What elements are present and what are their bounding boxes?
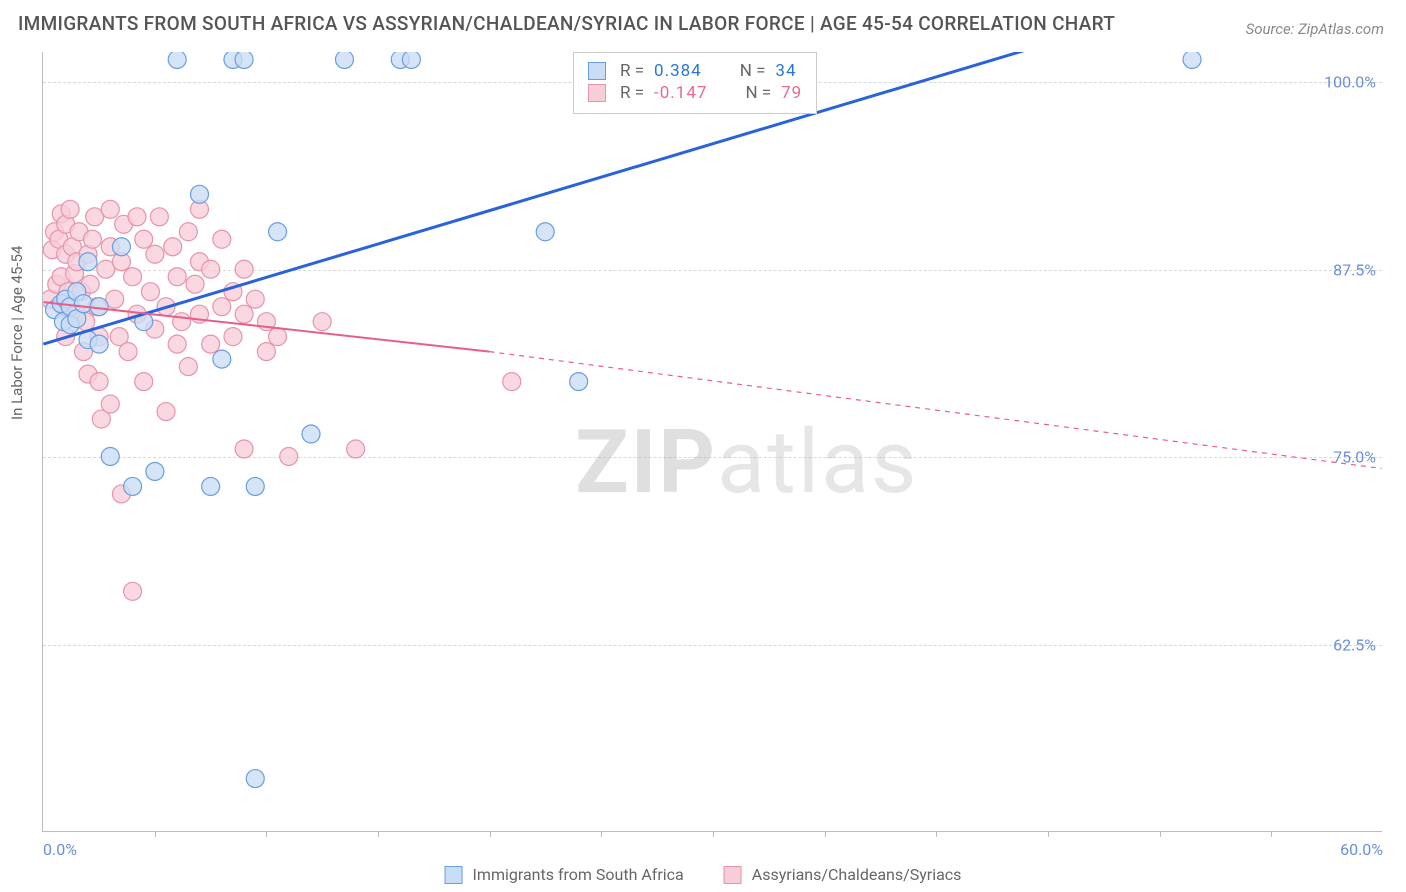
x-tick xyxy=(1160,831,1161,837)
x-tick-label: 0.0% xyxy=(43,840,77,859)
data-point xyxy=(146,462,164,480)
data-point xyxy=(213,350,231,368)
data-point xyxy=(173,313,191,331)
data-point xyxy=(179,358,197,376)
legend-row: R = -0.147 N = 79 xyxy=(588,83,802,103)
data-point xyxy=(128,208,146,226)
data-point xyxy=(75,295,93,313)
data-point xyxy=(280,447,298,465)
trend-line-extrapolated xyxy=(489,352,1381,469)
data-point xyxy=(536,223,554,241)
x-tick xyxy=(936,831,937,837)
x-tick xyxy=(1048,831,1049,837)
data-point xyxy=(119,343,137,361)
data-point xyxy=(202,260,220,278)
data-point xyxy=(135,373,153,391)
data-point xyxy=(101,200,119,218)
r-label: R = xyxy=(620,83,644,103)
n-value: 79 xyxy=(781,83,802,103)
x-tick xyxy=(266,831,267,837)
data-point xyxy=(269,328,287,346)
legend-item: Immigrants from South Africa xyxy=(445,865,684,884)
x-tick xyxy=(1271,831,1272,837)
scatter-plot: ZIPatlas R = 0.384 N = 34 R = -0.147 N =… xyxy=(42,52,1382,832)
legend-item: Assyrians/Chaldeans/Syriacs xyxy=(724,865,962,884)
source-attribution: Source: ZipAtlas.com xyxy=(1246,20,1384,38)
data-point xyxy=(124,582,142,600)
data-point xyxy=(213,230,231,248)
data-point xyxy=(246,477,264,495)
r-value: 0.384 xyxy=(654,61,702,81)
y-axis-label: In Labor Force | Age 45-54 xyxy=(8,246,26,420)
x-tick xyxy=(155,831,156,837)
legend-row: R = 0.384 N = 34 xyxy=(588,61,802,81)
data-point xyxy=(235,440,253,458)
data-point xyxy=(146,245,164,263)
data-point xyxy=(135,230,153,248)
legend-label: Assyrians/Chaldeans/Syriacs xyxy=(752,865,962,884)
data-point xyxy=(90,335,108,353)
data-point xyxy=(191,185,209,203)
x-tick xyxy=(825,831,826,837)
x-tick-label: 60.0% xyxy=(1340,840,1383,859)
data-point xyxy=(179,223,197,241)
data-point xyxy=(124,268,142,286)
data-point xyxy=(83,230,101,248)
data-point xyxy=(168,335,186,353)
swatch-icon xyxy=(588,84,606,102)
data-point xyxy=(257,343,275,361)
r-label: R = xyxy=(620,61,644,81)
n-label: N = xyxy=(745,83,771,103)
data-point xyxy=(101,395,119,413)
data-point xyxy=(79,253,97,271)
x-tick xyxy=(601,831,602,837)
data-point xyxy=(503,373,521,391)
x-tick xyxy=(490,831,491,837)
data-point xyxy=(202,335,220,353)
data-point xyxy=(246,770,264,788)
data-point xyxy=(157,403,175,421)
data-point xyxy=(246,290,264,308)
r-value: -0.147 xyxy=(654,83,707,103)
data-point xyxy=(168,52,186,68)
n-label: N = xyxy=(740,61,766,81)
chart-title: IMMIGRANTS FROM SOUTH AFRICA VS ASSYRIAN… xyxy=(18,12,1115,35)
data-point xyxy=(269,223,287,241)
x-tick xyxy=(378,831,379,837)
data-point xyxy=(112,238,130,256)
legend-label: Immigrants from South Africa xyxy=(473,865,684,884)
data-point xyxy=(313,313,331,331)
data-point xyxy=(150,208,168,226)
data-point xyxy=(141,283,159,301)
data-point xyxy=(235,260,253,278)
data-point xyxy=(101,447,119,465)
data-point xyxy=(168,268,186,286)
swatch-icon xyxy=(724,866,742,884)
data-point xyxy=(124,477,142,495)
data-point xyxy=(224,328,242,346)
data-point xyxy=(202,477,220,495)
data-point xyxy=(402,52,420,68)
chart-canvas xyxy=(43,52,1382,831)
n-value: 34 xyxy=(775,61,796,81)
series-legend: Immigrants from South Africa Assyrians/C… xyxy=(445,865,962,884)
data-point xyxy=(1183,52,1201,68)
x-tick xyxy=(713,831,714,837)
swatch-icon xyxy=(588,62,606,80)
data-point xyxy=(90,373,108,391)
correlation-legend: R = 0.384 N = 34 R = -0.147 N = 79 xyxy=(573,52,817,114)
data-point xyxy=(235,52,253,68)
swatch-icon xyxy=(445,866,463,884)
data-point xyxy=(302,425,320,443)
data-point xyxy=(61,200,79,218)
data-point xyxy=(570,373,588,391)
data-point xyxy=(347,440,365,458)
data-point xyxy=(335,52,353,68)
data-point xyxy=(235,305,253,323)
data-point xyxy=(186,275,204,293)
data-point xyxy=(213,298,231,316)
data-point xyxy=(164,238,182,256)
